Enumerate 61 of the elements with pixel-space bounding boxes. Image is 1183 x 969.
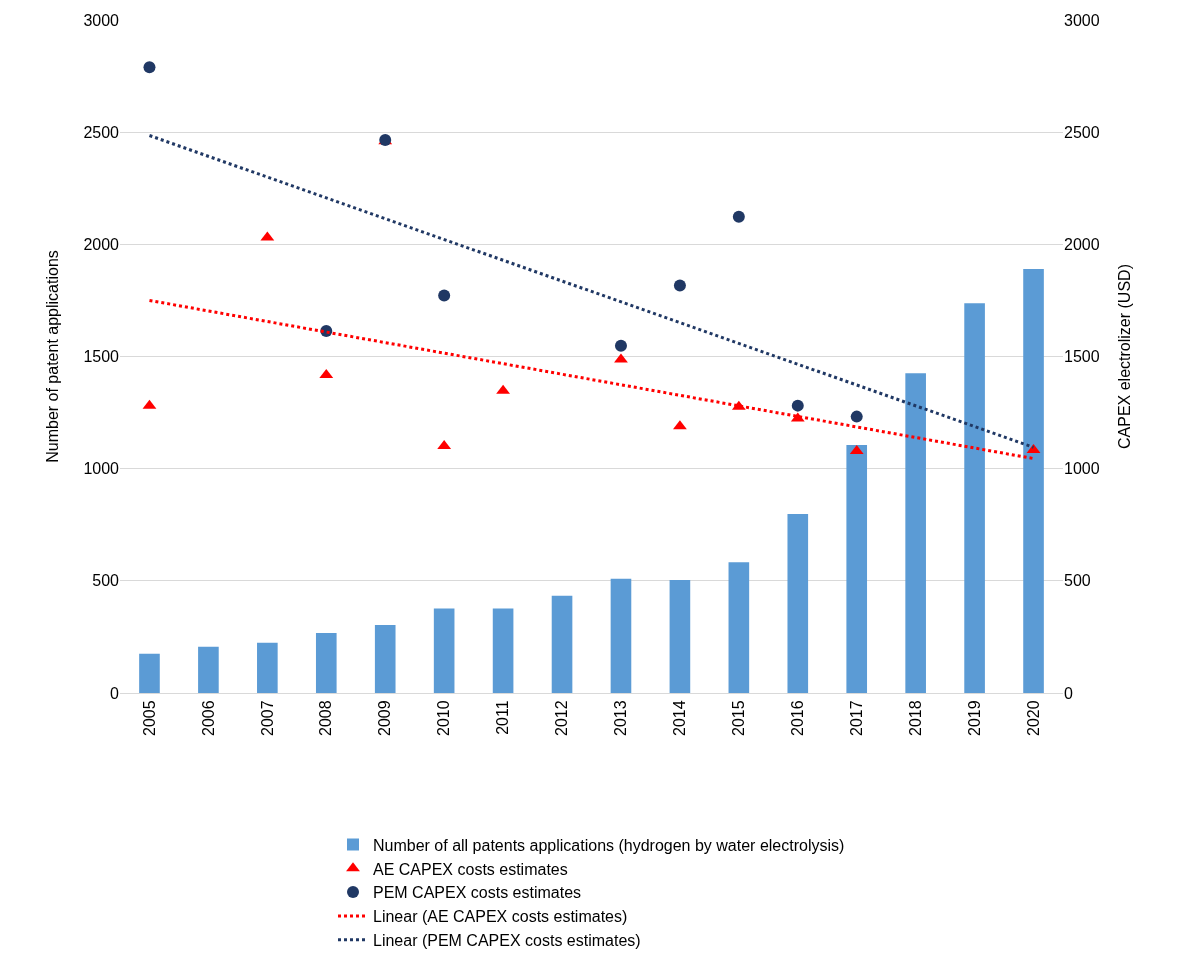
legend-label: Linear (AE CAPEX costs estimates) (373, 908, 628, 926)
bar (728, 562, 750, 693)
bar (374, 625, 396, 693)
bar (846, 445, 868, 693)
y-tick-label: 0 (110, 684, 120, 702)
x-tick-label: 2017 (847, 700, 865, 736)
x-tick-label: 2009 (376, 700, 394, 736)
x-tick-label: 2018 (906, 700, 924, 736)
legend-label: AE CAPEX costs estimates (373, 860, 568, 878)
x-tick-label: 2015 (730, 700, 748, 736)
y2-tick-label: 2000 (1064, 235, 1100, 253)
x-tick-label: 2006 (199, 700, 217, 736)
bar (551, 595, 573, 693)
y-tick-label: 500 (92, 572, 120, 590)
point (673, 279, 686, 292)
x-tick-label: 2013 (612, 700, 630, 736)
bar (257, 642, 278, 693)
legend-label: Linear (PEM CAPEX costs estimates) (373, 931, 641, 949)
point (143, 61, 156, 74)
x-tick-label: 2014 (671, 700, 689, 736)
y-tick-label: 1000 (83, 460, 120, 478)
y2-tick-label: 2500 (1064, 123, 1100, 141)
y-tick-label: 2000 (83, 235, 120, 253)
x-tick-label: 2007 (258, 700, 276, 736)
bar (433, 608, 455, 693)
y2-tick-label: 1000 (1064, 460, 1100, 478)
bar (964, 303, 985, 693)
y2-tick-label: 3000 (1064, 11, 1100, 29)
x-tick-label: 2011 (494, 700, 512, 735)
point (850, 410, 863, 423)
bar (787, 513, 809, 693)
point (614, 353, 628, 363)
legend-label: PEM CAPEX costs estimates (373, 884, 582, 902)
x-tick-label: 2020 (1024, 700, 1042, 736)
x-tick-label: 2016 (788, 700, 806, 736)
bar (315, 632, 337, 693)
y-tick-label: 2500 (83, 123, 120, 141)
bar (492, 608, 514, 693)
point (791, 399, 804, 412)
y2-tick-label: 500 (1064, 572, 1091, 590)
y-tick-label: 3000 (83, 11, 120, 29)
bar (905, 373, 926, 693)
bar (198, 646, 219, 693)
x-tick-label: 2019 (965, 700, 983, 736)
y2-tick-label: 1500 (1064, 348, 1100, 366)
x-tick-label: 2005 (140, 700, 158, 736)
point (614, 339, 627, 352)
y2-tick-label: 0 (1064, 684, 1073, 702)
x-tick-label: 2010 (435, 700, 453, 736)
bar (1023, 269, 1044, 693)
bar (610, 578, 632, 693)
bar (139, 653, 160, 693)
y2-axis-title: CAPEX electrolizer (USD) (1116, 264, 1134, 449)
x-tick-label: 2012 (553, 700, 571, 736)
legend-label: Number of all patents applications (hydrogen by water electrolysis) (373, 836, 845, 854)
y-axis-title: Number of patent applications (44, 250, 62, 463)
x-tick-label: 2008 (317, 700, 335, 736)
y-tick-label: 1500 (83, 348, 120, 366)
bar (669, 579, 691, 693)
point (438, 289, 451, 302)
point (732, 210, 745, 223)
